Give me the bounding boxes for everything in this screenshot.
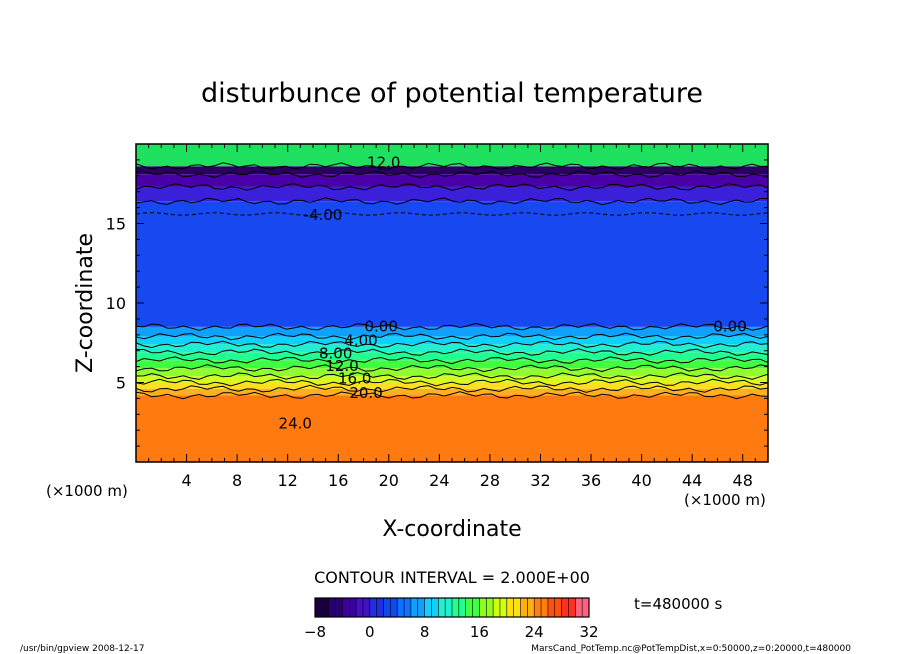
contour-label-4: 4.00 — [344, 332, 377, 350]
contour-line-11 — [135, 197, 768, 206]
contour-label-8: 20.0 — [349, 384, 382, 402]
contour-line-neg4 — [135, 212, 769, 216]
contour-line-12 — [135, 183, 769, 191]
field-band-13 — [136, 166, 768, 175]
field-band-4 — [136, 368, 768, 377]
x-unit-left: (×1000 m) — [46, 482, 128, 500]
x-tick-label-16: 16 — [328, 471, 348, 490]
contour-label-1: -4.00 — [304, 206, 343, 224]
colorbar-tick-label--8: −8 — [304, 623, 326, 641]
colorbar-tick-label-8: 8 — [420, 623, 430, 641]
contour-line-13 — [135, 170, 769, 179]
x-tick-label-4: 4 — [181, 471, 191, 490]
y-axis-label: Z-coordinate — [73, 233, 98, 373]
colorbar-tick-label-32: 32 — [579, 623, 598, 641]
contour-field — [136, 144, 768, 462]
contour-interval-text: CONTOUR INTERVAL = 2.000E+00 — [314, 568, 590, 587]
y-tick-label-10: 10 — [106, 294, 126, 313]
x-unit-right: (×1000 m) — [684, 491, 766, 509]
contour-line-4 — [135, 372, 769, 380]
contour-line-8 — [135, 340, 769, 349]
x-tick-label-28: 28 — [480, 471, 500, 490]
colorbar-frame — [314, 597, 590, 618]
x-tick-label-12: 12 — [278, 471, 298, 490]
contour-label-7: 16.0 — [338, 370, 371, 388]
contour-lines — [135, 162, 769, 400]
x-tick-label-32: 32 — [530, 471, 550, 490]
footer-left: /usr/bin/gpview 2008-12-17 — [20, 644, 144, 654]
x-tick-label-24: 24 — [429, 471, 449, 490]
contour-line-9 — [135, 332, 769, 341]
x-tick-label-44: 44 — [682, 471, 702, 490]
contour-label-5: 8.00 — [319, 344, 352, 362]
field-band-3 — [136, 376, 768, 383]
field-band-5 — [136, 360, 768, 369]
contour-label-6: 12.0 — [325, 357, 358, 375]
x-tick-label-48: 48 — [733, 471, 753, 490]
colorbar-tick-label-0: 0 — [365, 623, 375, 641]
x-tick-label-36: 36 — [581, 471, 601, 490]
colorbar-tick-label-16: 16 — [470, 623, 489, 641]
contour-line-2 — [135, 384, 769, 393]
contour-label-3: 0.00 — [713, 317, 746, 335]
field-band-8 — [136, 336, 768, 345]
field-band-7 — [136, 344, 768, 353]
field-band-14 — [136, 144, 768, 167]
contour-label-0: 12.0 — [367, 153, 400, 171]
contour-label-9: 24.0 — [279, 414, 312, 432]
contour-line-7 — [136, 348, 769, 357]
field-band-10 — [136, 201, 768, 327]
chart-title: disturbunce of potential temperature — [201, 78, 703, 109]
footer-right: MarsCand_PotTemp.nc@PotTempDist,x=0:5000… — [531, 644, 851, 654]
time-text: t=480000 s — [634, 595, 722, 613]
field-band-1 — [136, 388, 768, 396]
x-tick-label-8: 8 — [232, 471, 242, 490]
colorbar-tick-label-24: 24 — [525, 623, 544, 641]
y-tick-label-5: 5 — [116, 374, 126, 393]
x-axis-label: X-coordinate — [382, 517, 521, 542]
field-band-12 — [136, 174, 768, 187]
x-tick-label-20: 20 — [379, 471, 399, 490]
field-band-2 — [136, 382, 768, 389]
field-band-11 — [136, 186, 768, 202]
contour-line-6 — [135, 356, 769, 365]
colorbar: −8 0 8 16 24 32 — [304, 597, 599, 641]
contour-line-10 — [135, 322, 769, 331]
y-tick-label-15: 15 — [106, 215, 126, 234]
contour-line-14 — [135, 162, 769, 171]
contour-label-2: 0.00 — [365, 317, 398, 335]
field-band-6 — [136, 352, 768, 361]
contour-line-3 — [135, 378, 769, 387]
contour-labels: 12.0-4.000.00 0.004.008.0012.016.020.024.… — [279, 153, 747, 432]
x-tick-label-40: 40 — [631, 471, 651, 490]
contour-line-1 — [135, 391, 769, 400]
contour-line-5 — [135, 364, 769, 373]
field-band-0 — [136, 395, 768, 462]
field-band-9 — [136, 326, 768, 337]
